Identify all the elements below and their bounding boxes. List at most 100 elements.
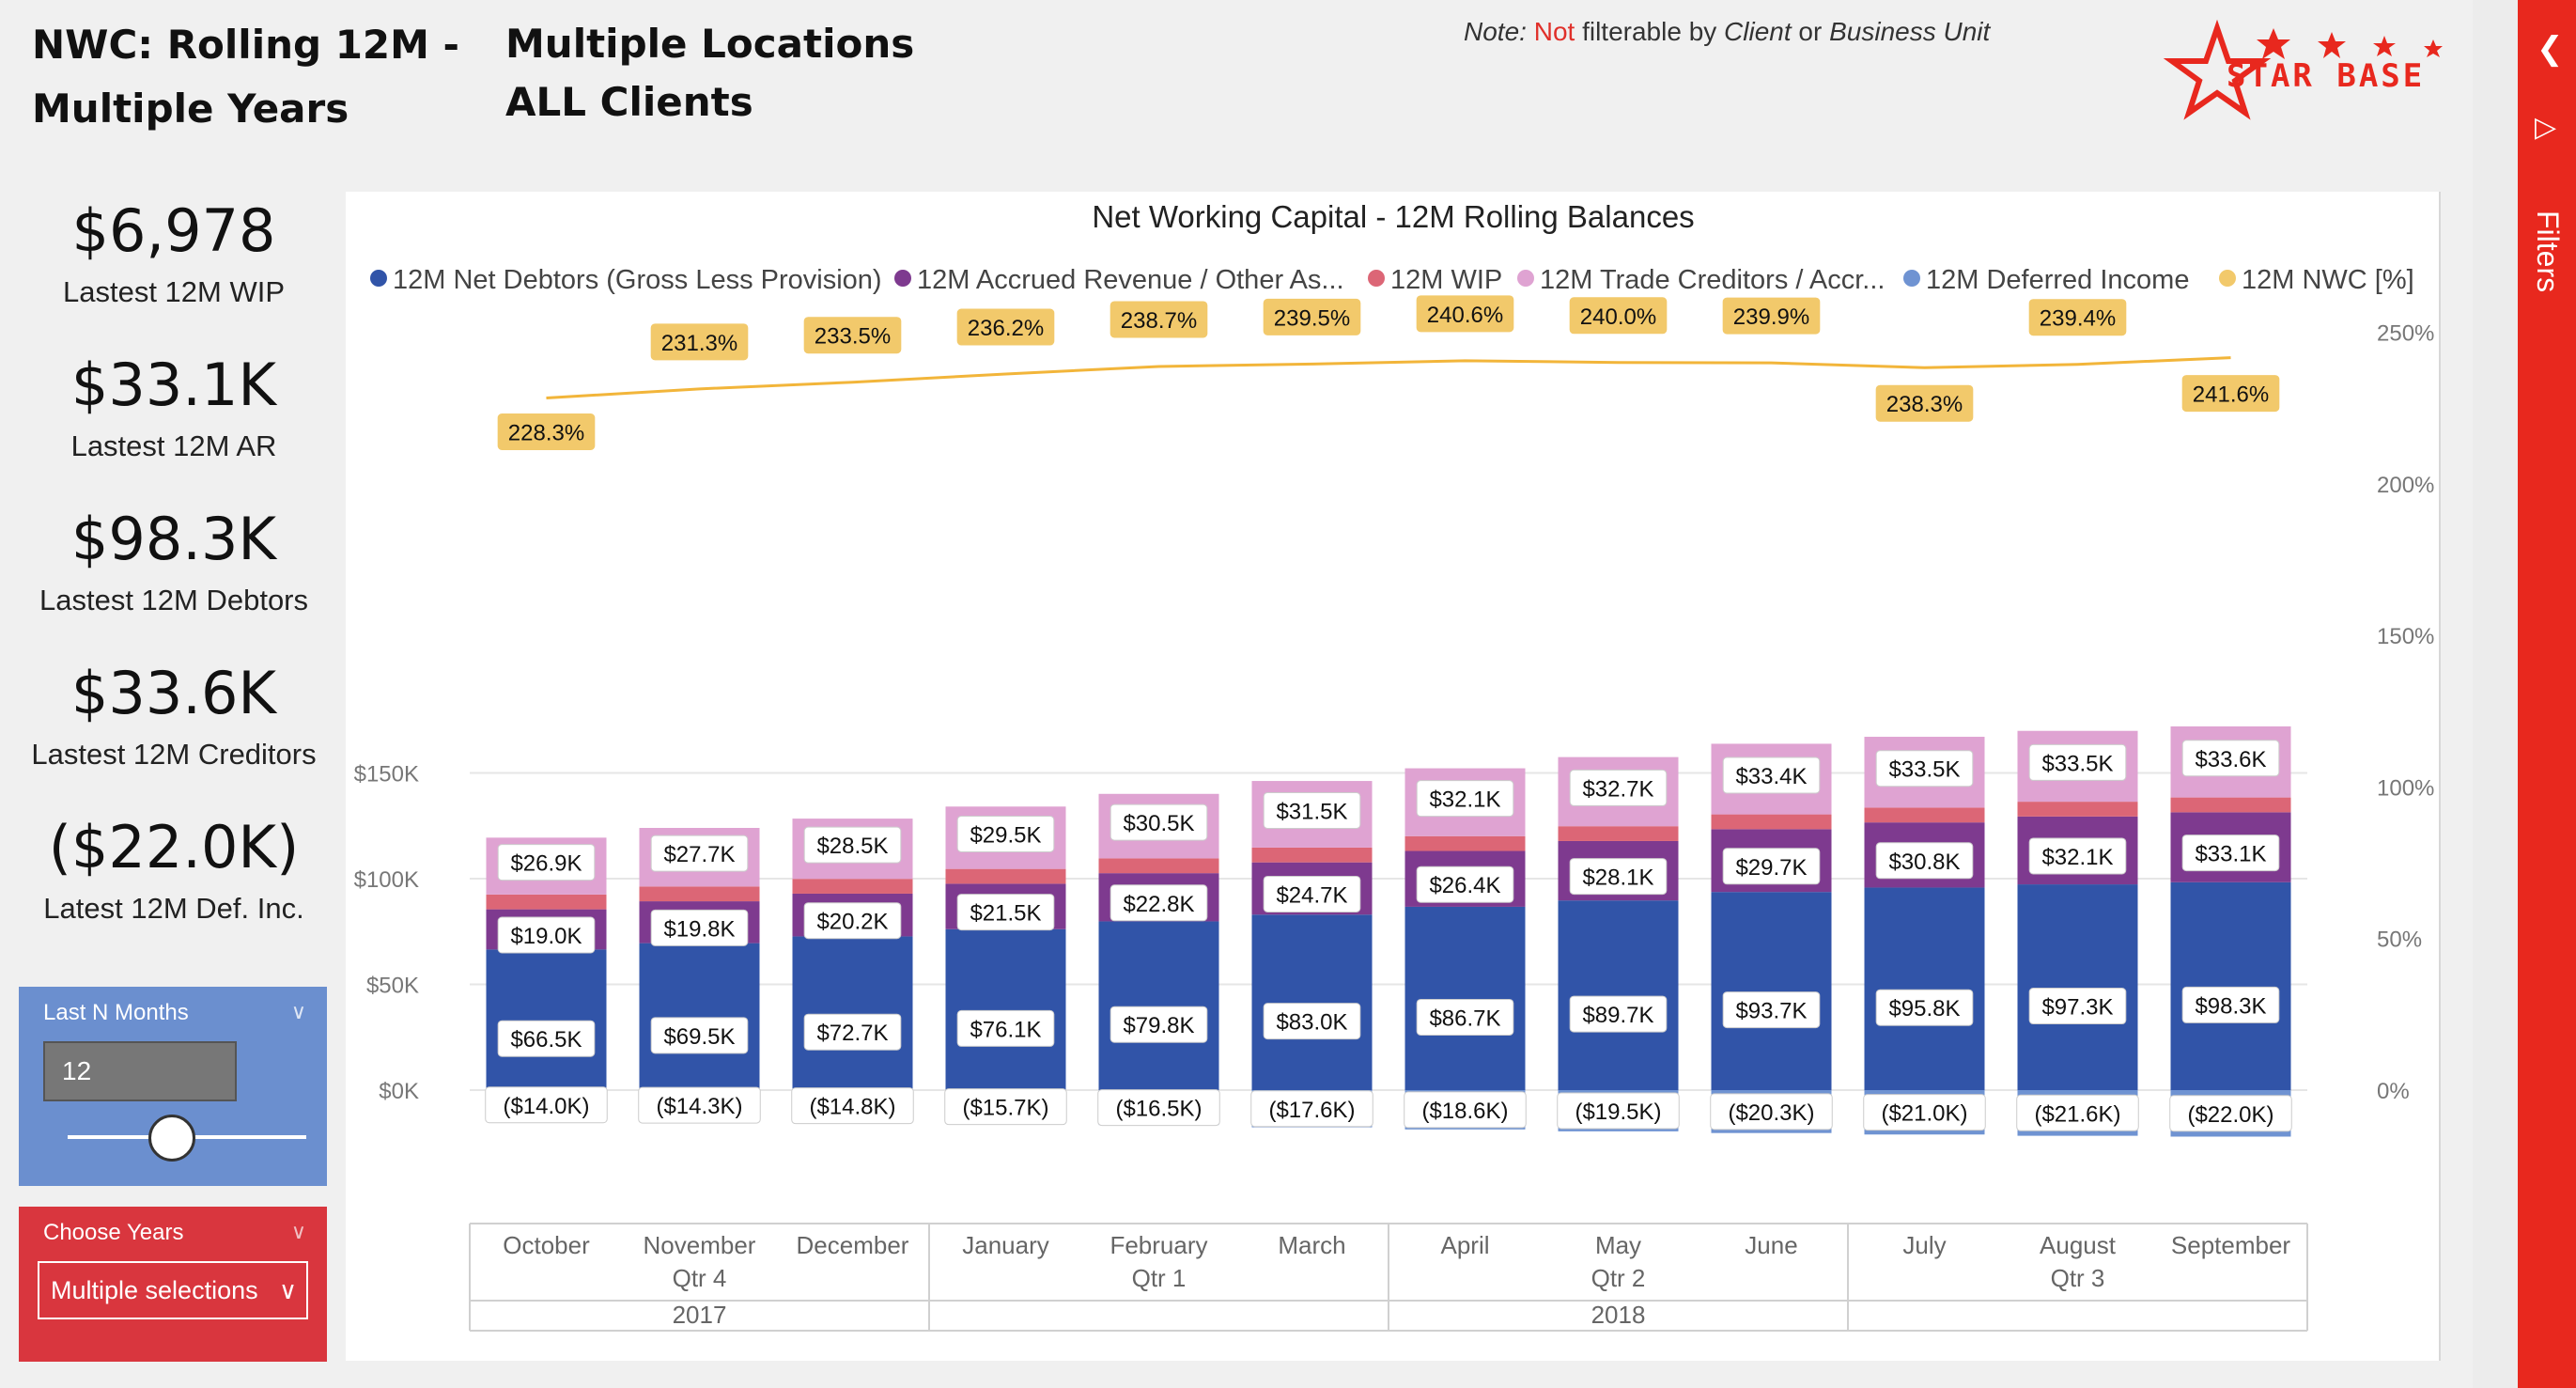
bar-debtors	[2170, 881, 2291, 1090]
label-deferred-box	[1250, 1090, 1373, 1128]
kpi-wip-label: Lastest 12M WIP	[62, 275, 286, 308]
filter-funnel-icon[interactable]: ▷	[2535, 112, 2557, 143]
label-deferred-box	[2169, 1095, 2292, 1132]
dropdown-chevron-icon: ∨	[278, 1276, 297, 1304]
kpi-wip: $6,978 Lastest 12M WIP	[15, 194, 333, 312]
x-tick-quarter: Qtr 1	[1132, 1264, 1187, 1292]
label-nwc: 228.3%	[508, 421, 584, 446]
kpi-ar: $33.1K Lastest 12M AR	[15, 348, 333, 466]
last-n-months-input[interactable]: 12	[43, 1041, 237, 1101]
report-title-line1: NWC: Rolling 12M -	[32, 22, 459, 68]
bar-wip	[639, 886, 760, 902]
note-not: Not	[1533, 17, 1575, 46]
bar-debtors	[639, 943, 760, 1090]
label-accrued: $29.7K	[1735, 855, 1807, 881]
label-debtors: $76.1K	[970, 1017, 1041, 1042]
label-debtors-box	[2028, 988, 2127, 1025]
label-deferred: ($19.5K)	[1575, 1099, 1661, 1125]
last-n-months-slicer: Last N Months ∨ 12	[19, 987, 327, 1186]
label-debtors: $79.8K	[1123, 1013, 1194, 1038]
kpi-creditors: $33.6K Lastest 12M Creditors	[15, 656, 333, 774]
label-deferred-box	[944, 1088, 1067, 1126]
report-title: NWC: Rolling 12M - Multiple Years	[32, 13, 473, 141]
x-tick-quarter: Qtr 3	[2051, 1264, 2105, 1292]
legend-label-accrued: 12M Accrued Revenue / Other As...	[917, 265, 1344, 295]
kpi-debtors-label: Lastest 12M Debtors	[39, 584, 309, 616]
label-debtors: $93.7K	[1735, 999, 1807, 1024]
x-tick-month: November	[644, 1231, 756, 1259]
bar-debtors	[2017, 884, 2138, 1090]
label-nwc: 231.3%	[661, 331, 737, 356]
label-deferred-box	[1557, 1092, 1680, 1130]
label-nwc: 239.4%	[2040, 306, 2116, 332]
label-nwc: 239.9%	[1733, 304, 1809, 330]
legend-marker-creditors	[1517, 270, 1534, 287]
logo-star-2	[2318, 32, 2346, 58]
label-accrued-box	[2028, 837, 2127, 875]
legend-marker-accrued	[894, 270, 911, 287]
label-accrued-box	[1110, 884, 1208, 922]
bar-debtors	[1098, 921, 1219, 1090]
bar-wip	[1251, 847, 1373, 863]
legend-marker-debtors	[370, 270, 387, 287]
kpi-ar-label: Lastest 12M AR	[70, 429, 277, 462]
chevron-down-icon[interactable]: ∨	[290, 1000, 306, 1023]
label-deferred: ($17.6K)	[1268, 1098, 1355, 1123]
label-deferred-box	[1404, 1091, 1527, 1129]
kpi-ar-value: $33.1K	[70, 351, 277, 419]
label-creditors: $33.4K	[1735, 764, 1807, 789]
label-deferred-box	[485, 1086, 608, 1124]
label-accrued: $30.8K	[1888, 850, 1960, 875]
note-business-unit: Business Unit	[1829, 17, 1991, 46]
label-creditors-box	[1569, 769, 1668, 806]
y-left-tick: $150K	[354, 762, 419, 788]
label-creditors: $32.1K	[1429, 788, 1500, 813]
last-n-months-slider-thumb[interactable]	[148, 1115, 195, 1162]
bar-debtors	[792, 936, 913, 1090]
legend-label-deferred: 12M Deferred Income	[1926, 265, 2189, 295]
label-creditors-box	[1110, 803, 1208, 841]
star-base-logo: STAR BASE	[2163, 19, 2443, 120]
label-nwc: 240.0%	[1580, 304, 1656, 330]
label-nwc: 239.5%	[1274, 305, 1350, 331]
label-nwc: 240.6%	[1427, 303, 1503, 328]
label-nwc-box	[2181, 375, 2280, 413]
bar-debtors	[1404, 906, 1526, 1090]
kpi-deferred-income-label: Latest 12M Def. Inc.	[43, 892, 304, 925]
bar-debtors	[945, 928, 1066, 1090]
label-accrued-box	[956, 894, 1055, 931]
collapse-filters-icon[interactable]: ❮	[2537, 31, 2564, 67]
choose-years-selection: Multiple selections	[51, 1276, 258, 1304]
bar-wip	[1098, 858, 1219, 874]
label-deferred: ($15.7K)	[962, 1096, 1048, 1121]
y-right-tick: 150%	[2377, 624, 2434, 649]
pane-gap	[2473, 0, 2518, 1388]
label-debtors-box	[650, 1017, 749, 1054]
y-left-tick: $50K	[366, 974, 419, 999]
label-deferred-box	[1097, 1089, 1220, 1127]
filters-label[interactable]: Filters	[2531, 211, 2565, 293]
kpi-deferred-income-value: ($22.0K)	[48, 813, 300, 881]
label-accrued: $24.7K	[1276, 882, 1347, 908]
chevron-down-icon[interactable]: ∨	[290, 1220, 306, 1243]
label-debtors: $86.7K	[1429, 1006, 1500, 1031]
label-accrued-box	[1722, 848, 1821, 885]
choose-years-slicer: Choose Years ∨ Multiple selections ∨	[19, 1207, 327, 1362]
nwc-line	[546, 356, 2231, 400]
x-tick-month: December	[797, 1231, 909, 1259]
y-left-tick: $100K	[354, 867, 419, 893]
bar-wip	[486, 894, 607, 910]
legend-label-nwc: 12M NWC [%]	[2242, 265, 2414, 295]
nwc-chart: Net Working Capital - 12M Rolling Balanc…	[354, 199, 2434, 1332]
label-accrued: $19.8K	[663, 916, 735, 942]
label-creditors: $30.5K	[1123, 811, 1194, 836]
label-debtors: $83.0K	[1276, 1010, 1347, 1036]
label-accrued-box	[1569, 858, 1668, 896]
label-debtors-box	[1263, 1003, 1361, 1040]
filters-pane[interactable]: ❮ ▷ Filters	[2518, 0, 2576, 1388]
bar-wip	[2170, 797, 2291, 813]
label-nwc-box	[1110, 301, 1208, 338]
choose-years-dropdown[interactable]: Multiple selections ∨	[38, 1261, 308, 1319]
filter-note: Note: Not filterable by Client or Busine…	[1464, 17, 1990, 47]
label-accrued-box	[1263, 875, 1361, 912]
